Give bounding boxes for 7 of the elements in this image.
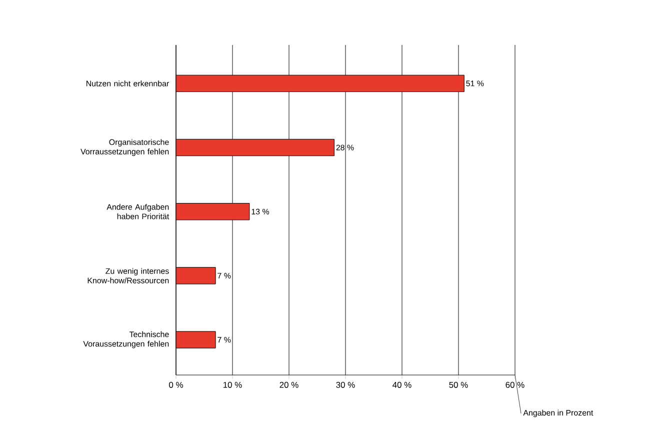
x-tick-label: 50 % bbox=[449, 382, 468, 388]
x-tick-label: 40 % bbox=[392, 382, 412, 388]
x-tick-label: 30 % bbox=[336, 382, 355, 388]
x-tick-label: 10 % bbox=[223, 382, 242, 388]
x-tick-label: 0 % bbox=[169, 382, 183, 388]
x-tick-label: 20 % bbox=[280, 382, 298, 388]
x-tick-label: 60 % bbox=[506, 382, 524, 388]
